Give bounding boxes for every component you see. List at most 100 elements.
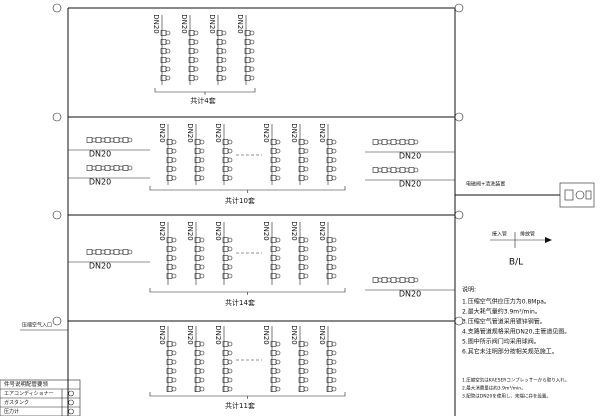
fixture-valve	[171, 246, 177, 252]
fixture-valve	[303, 166, 309, 172]
fixture	[86, 165, 93, 171]
fixture-valve	[199, 350, 205, 356]
fixture-valve	[303, 377, 309, 383]
equipment	[455, 182, 595, 248]
fixture	[122, 249, 129, 255]
fixture-valve	[171, 350, 177, 356]
fixture-valve	[171, 264, 177, 270]
fixture-valve	[171, 139, 177, 145]
drain-left: 接入管	[492, 231, 507, 238]
fixture	[104, 249, 111, 255]
fixture	[399, 277, 406, 283]
fixture-valve	[221, 75, 227, 81]
pipe-size: DN20	[318, 123, 326, 143]
fixture	[122, 165, 129, 171]
pipe-size: DN20	[262, 325, 270, 345]
pipe-size: DN20	[186, 123, 194, 143]
fixture-valve	[275, 157, 281, 163]
fixture-valve	[331, 273, 337, 279]
fixture-valve	[199, 359, 205, 365]
fixture-valve	[303, 255, 309, 261]
fixture	[95, 165, 102, 171]
fixture-valve	[275, 264, 281, 270]
fixture-valve	[227, 386, 233, 392]
pipe-size: DN20	[186, 325, 194, 345]
table-row: ガスタンク	[4, 399, 29, 406]
fixture-valve	[249, 39, 255, 45]
fixture-valve	[227, 139, 233, 145]
fixture-valve	[275, 166, 281, 172]
fixture-valve	[227, 368, 233, 374]
fixture-valve	[227, 273, 233, 279]
fixture-valve	[227, 359, 233, 365]
fixture-valve	[386, 167, 392, 173]
fixture-valve	[227, 148, 233, 154]
fixture-valve	[331, 386, 337, 392]
fixture-valve	[227, 341, 233, 347]
pipe-size: DN20	[290, 123, 298, 143]
fixture	[122, 137, 129, 143]
pipe-size: DN20	[214, 221, 222, 241]
note-item: 3.压缩空气管道采用镀锌钢管。	[462, 318, 546, 326]
fixture-valve	[331, 377, 337, 383]
fixture-valve	[171, 157, 177, 163]
fixture-valve	[386, 277, 392, 283]
note-footer: 1.圧縮空気はKAESERコンプレッサーから取り入れ。	[462, 377, 569, 384]
fixture-valve	[413, 167, 419, 173]
fixture-valve	[171, 166, 177, 172]
drain-right: 排放管	[520, 231, 535, 238]
fixture-valve	[109, 165, 115, 171]
note-item: 6.其它未注明部分按相关规范施工。	[462, 348, 558, 356]
fixture-valve	[275, 386, 281, 392]
fixture-valve	[118, 137, 124, 143]
pipe-size: DN20	[214, 325, 222, 345]
fixture-valve	[331, 175, 337, 181]
fixture	[95, 137, 102, 143]
fixture-valve	[413, 139, 419, 145]
fixture	[113, 165, 120, 171]
fixture-valve	[199, 139, 205, 145]
fixture-valve	[331, 368, 337, 374]
fixture-valve	[109, 249, 115, 255]
fixture-valve	[199, 148, 205, 154]
fixture	[372, 277, 379, 283]
fixture-valve	[249, 57, 255, 63]
table-row: 压力计	[4, 408, 19, 415]
fixture-valve	[395, 167, 401, 173]
pipe-size: DN20	[89, 262, 111, 271]
pipe-size: DN20	[399, 152, 421, 161]
fixture-valve	[221, 39, 227, 45]
note-item: 5.图中所示阀门均采用球阀。	[462, 338, 540, 346]
pipe-size: DN20	[208, 14, 216, 34]
fixture-valve	[227, 175, 233, 181]
legend-table: 件号说明配管要领	[0, 379, 81, 416]
fixture-valve	[221, 48, 227, 54]
fixture-valve	[171, 273, 177, 279]
fixture	[408, 139, 415, 145]
pipe-size: DN20	[158, 325, 166, 345]
fixture-valve	[303, 341, 309, 347]
fixture-valve	[275, 246, 281, 252]
fixture-valve	[275, 255, 281, 261]
group-count: 共计10套	[225, 196, 255, 205]
pipe-size: DN20	[318, 325, 326, 345]
pipe-size: DN20	[262, 221, 270, 241]
pipe-size: DN20	[152, 14, 160, 34]
fixture-valve	[331, 139, 337, 145]
fixture	[390, 139, 397, 145]
fixture	[399, 167, 406, 173]
fixture-valve	[227, 350, 233, 356]
fixture-valve	[303, 175, 309, 181]
fixture-valve	[199, 368, 205, 374]
fixture	[95, 249, 102, 255]
table-symbol	[68, 390, 74, 397]
table-symbol	[68, 399, 74, 406]
pipe-size: DN20	[89, 178, 111, 187]
pipe-size: DN20	[186, 221, 194, 241]
fixture-valve	[171, 148, 177, 154]
fixture-valve	[227, 377, 233, 383]
fixture-valve	[331, 157, 337, 163]
fixture-valve	[100, 137, 106, 143]
fixture-valve	[199, 341, 205, 347]
table-symbol	[68, 408, 74, 415]
